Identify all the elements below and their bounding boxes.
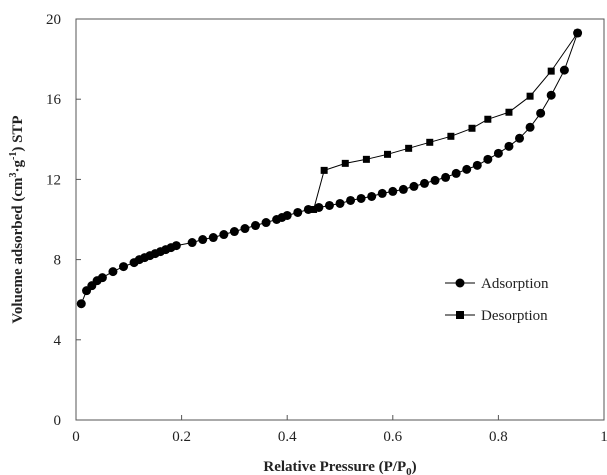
data-point-adsorption (451, 168, 461, 178)
data-point-adsorption (219, 230, 229, 240)
data-point-adsorption (97, 273, 107, 283)
data-point-adsorption (76, 299, 86, 309)
data-point-desorption (447, 132, 455, 140)
x-axis-ticks: 0 0.2 0.4 0.6 0.8 1 (72, 415, 607, 445)
data-point-desorption (362, 155, 370, 163)
data-point-adsorption (546, 90, 556, 100)
data-point-adsorption (108, 267, 118, 277)
y-axis-title: Volueme adsorbed (cm3·g-1) STP (8, 115, 26, 323)
data-point-adsorption (261, 218, 271, 228)
data-point-adsorption (229, 227, 239, 237)
x-axis-title: Relative Pressure (P/P0) (263, 459, 416, 475)
data-point-desorption (574, 29, 582, 37)
legend-label-adsorption: Adsorption (481, 276, 549, 292)
data-point-adsorption (441, 172, 451, 182)
series-desorption (310, 29, 582, 213)
data-point-desorption (484, 115, 492, 123)
data-point-desorption (468, 124, 476, 132)
data-point-adsorption (559, 65, 569, 75)
data-point-adsorption (388, 186, 398, 196)
data-point-adsorption (346, 195, 356, 205)
y-tick-label: 0 (54, 413, 62, 429)
plot-frame (75, 18, 605, 421)
data-point-adsorption (462, 164, 472, 174)
data-point-desorption (405, 144, 413, 152)
data-point-desorption (505, 108, 513, 116)
data-point-adsorption (409, 181, 419, 191)
data-point-adsorption (515, 133, 525, 143)
data-point-adsorption (430, 175, 440, 185)
data-point-adsorption (367, 191, 377, 201)
y-tick-label: 20 (46, 12, 61, 28)
data-point-adsorption (493, 148, 503, 158)
data-point-desorption (426, 138, 434, 146)
legend-marker-desorption (456, 311, 464, 319)
data-point-desorption (341, 159, 349, 167)
x-tick-label: 0.2 (172, 429, 191, 445)
data-point-adsorption (171, 241, 181, 251)
data-point-adsorption (119, 262, 129, 272)
legend-item-desorption: Desorption (445, 308, 548, 324)
x-tick-label: 0 (72, 429, 80, 445)
plot-axes (75, 18, 605, 421)
data-point-desorption (384, 150, 392, 158)
y-tick-label: 12 (46, 172, 61, 188)
data-point-desorption (310, 205, 318, 213)
data-point-adsorption (419, 178, 429, 188)
data-point-desorption (320, 166, 328, 174)
data-point-adsorption (483, 154, 493, 164)
data-point-adsorption (208, 233, 218, 243)
x-tick-label: 0.8 (489, 429, 508, 445)
y-tick-label: 16 (46, 92, 62, 108)
data-point-adsorption (187, 238, 197, 248)
x-tick-label: 1 (600, 429, 607, 445)
data-point-adsorption (198, 235, 208, 245)
x-tick-label: 0.6 (383, 429, 402, 445)
data-point-desorption (526, 92, 534, 100)
legend: Adsorption Desorption (445, 276, 549, 324)
data-point-adsorption (356, 193, 366, 203)
x-tick-label: 0.4 (278, 429, 297, 445)
legend-label-desorption: Desorption (481, 308, 548, 324)
data-point-adsorption (335, 198, 345, 208)
data-point-adsorption (324, 200, 334, 210)
legend-marker-adsorption (455, 278, 465, 288)
series-layer (76, 28, 583, 309)
legend-item-adsorption: Adsorption (445, 276, 549, 292)
y-tick-label: 8 (54, 253, 62, 269)
y-tick-label: 4 (54, 333, 62, 349)
data-point-adsorption (472, 160, 482, 170)
data-point-adsorption (251, 221, 261, 231)
data-point-adsorption (504, 141, 514, 151)
data-point-desorption (547, 67, 555, 75)
data-point-adsorption (536, 108, 546, 118)
data-point-adsorption (293, 207, 303, 217)
data-point-adsorption (398, 184, 408, 194)
series-line-desorption (313, 32, 579, 210)
data-point-adsorption (240, 224, 250, 234)
data-point-adsorption (525, 122, 535, 132)
data-point-adsorption (282, 210, 292, 220)
data-point-adsorption (377, 188, 387, 198)
y-axis-ticks: 0 4 8 12 16 20 (46, 12, 81, 429)
